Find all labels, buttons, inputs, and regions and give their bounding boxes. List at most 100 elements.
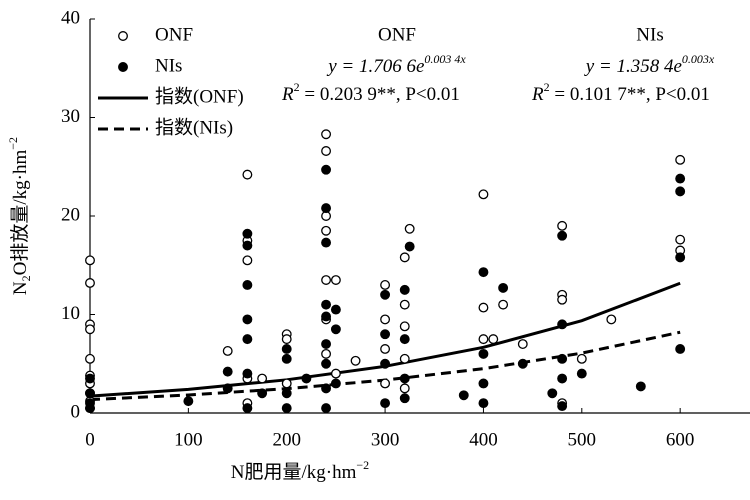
r2-sup: 2 [294, 80, 300, 94]
scatter-point [517, 358, 528, 369]
scatter-point [321, 358, 332, 369]
scatter-point [281, 344, 292, 354]
scatter-point [576, 368, 587, 379]
scatter-point [85, 388, 95, 399]
r2-text: = 0.101 7**, P<0.01 [550, 84, 710, 105]
equation-exponent: 0.003 4x [424, 52, 466, 66]
scatter-point [557, 230, 568, 241]
x-label-sup: −2 [356, 458, 369, 472]
scatter-point [478, 398, 489, 409]
scatter-point [257, 373, 268, 384]
scatter-point [557, 373, 568, 384]
scatter-point [498, 282, 509, 293]
scatter-point [635, 381, 646, 392]
scatter-point [85, 353, 95, 364]
scatter-point [321, 299, 332, 310]
y-label-sub: 2 [19, 275, 33, 281]
scatter-point [498, 299, 509, 310]
x-tick-label: 300 [371, 429, 400, 450]
scatter-point [399, 353, 410, 364]
legend-label: 指数(ONF) [155, 85, 244, 107]
x-tick-label: 0 [85, 429, 95, 450]
scatter-point [257, 388, 268, 399]
y-label-text: N [10, 281, 31, 295]
scatter-point [330, 324, 341, 335]
scatter-point [281, 378, 292, 389]
scatter-point [321, 339, 332, 350]
scatter-point [380, 314, 391, 325]
annotation-r2: R2 = 0.203 9**, P<0.01 [281, 80, 460, 106]
scatter-point [242, 280, 253, 290]
scatter-point [85, 403, 95, 414]
scatter-point [380, 289, 391, 300]
scatter-point [330, 304, 341, 315]
points [85, 129, 686, 414]
scatter-point [675, 344, 686, 354]
scatter-point [557, 319, 568, 330]
scatter-point [399, 299, 410, 310]
scatter-point [242, 403, 253, 414]
scatter-point [242, 169, 253, 180]
annotation-equation: y = 1.706 6e0.003 4x [326, 52, 466, 78]
equation-exponent: 0.003x [682, 52, 715, 66]
x-tick-label: 600 [666, 429, 695, 450]
scatter-point [478, 302, 489, 313]
scatter-point [380, 358, 391, 369]
scatter-point [399, 334, 410, 345]
y-tick-label: 10 [61, 303, 80, 324]
scatter-point [242, 314, 253, 325]
scatter-point [380, 329, 391, 340]
scatter-point [321, 383, 332, 394]
scatter-point [321, 237, 332, 248]
annotation-equation: y = 1.358 4e0.003x [584, 52, 715, 78]
scatter-point [399, 373, 410, 384]
scatter-point [321, 403, 332, 414]
legend-label: ONF [155, 24, 193, 45]
scatter-point [321, 146, 332, 156]
scatter-point [675, 154, 686, 165]
scatter-point [458, 390, 469, 401]
r2-text: R [531, 84, 544, 105]
scatter-point [330, 368, 341, 379]
scatter-point [281, 388, 292, 399]
annotation-label: NIs [636, 24, 663, 45]
x-tick-label: 500 [568, 429, 597, 450]
scatter-point [606, 314, 617, 325]
scatter-point [321, 225, 332, 236]
scatter-point [380, 280, 391, 290]
scatter-point [242, 240, 253, 251]
scatter-point [321, 348, 332, 359]
scatter-point [242, 368, 253, 379]
scatter-point [517, 339, 528, 350]
r2-sup: 2 [544, 80, 550, 94]
scatter-point [330, 275, 341, 285]
scatter-point [321, 164, 332, 175]
scatter-point [321, 203, 332, 214]
scatter-point [222, 383, 233, 394]
scatter-point [301, 373, 312, 384]
scatter-point [478, 189, 489, 200]
y-axis-label: N2O排放量/kg·hm−2 [6, 137, 33, 295]
y-label-sup: −2 [6, 137, 20, 150]
scatter-point [488, 334, 499, 345]
y-label-text: O排放量/kg·hm [9, 150, 31, 276]
scatter-point [576, 353, 587, 364]
scatter-point [675, 234, 686, 245]
scatter-point [281, 334, 292, 345]
scatter-point [478, 348, 489, 359]
scatter-point [242, 334, 253, 345]
r2-text: = 0.203 9**, P<0.01 [300, 84, 460, 105]
x-tick-label: 200 [272, 429, 301, 450]
scatter-point [242, 228, 253, 239]
scatter-point [675, 173, 686, 184]
scatter-point [183, 396, 194, 407]
equation-text: y = 1.706 6e [326, 56, 424, 77]
scatter-point [321, 311, 332, 322]
scatter-point [675, 186, 686, 197]
scatter-point [404, 223, 415, 234]
legend-marker [118, 62, 128, 72]
scatter-point [675, 252, 686, 263]
scatter-point [380, 378, 391, 389]
scatter-point [399, 252, 410, 263]
scatter-point [399, 321, 410, 332]
